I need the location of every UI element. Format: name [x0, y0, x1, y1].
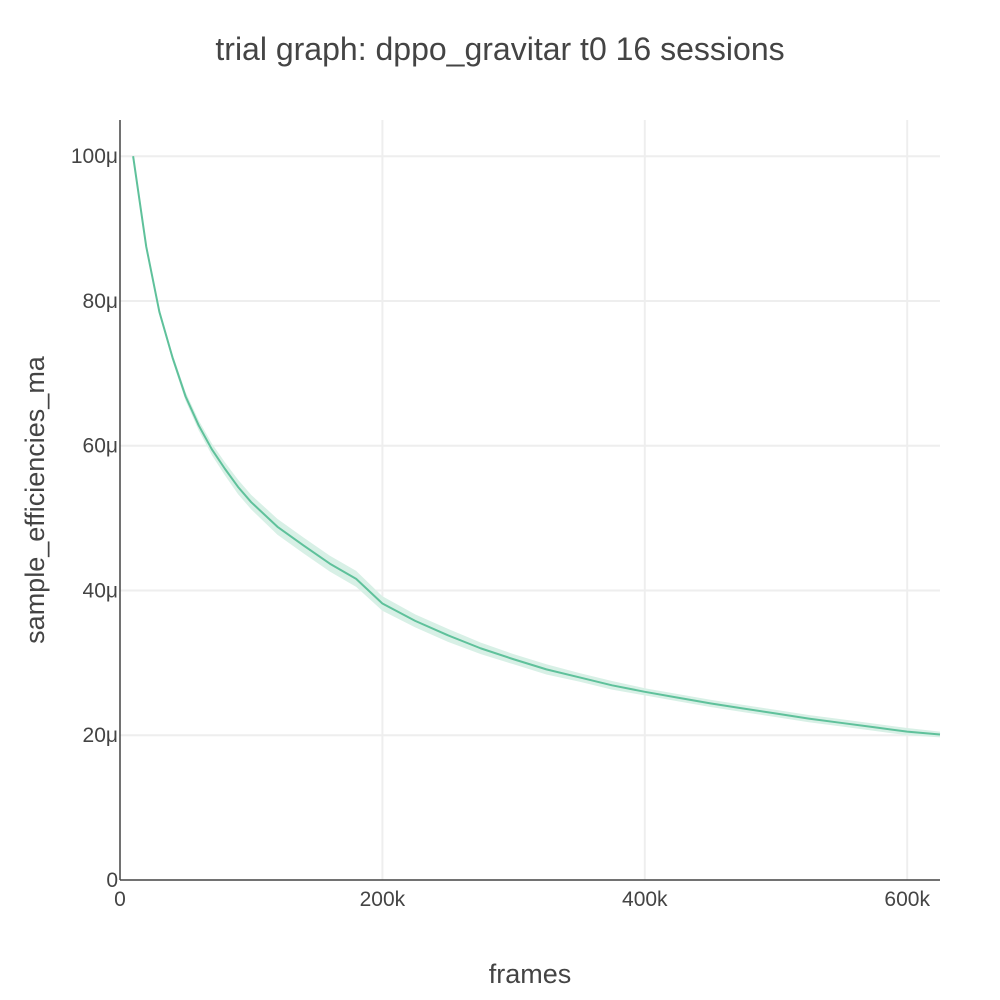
- band-layer: [133, 156, 940, 738]
- chart-title: trial graph: dppo_gravitar t0 16 session…: [215, 31, 784, 67]
- y-tick-label: 60μ: [83, 435, 118, 458]
- x-tick-label: 600k: [884, 888, 930, 911]
- x-tick-label: 0: [114, 888, 126, 911]
- y-tick-label: 40μ: [83, 579, 118, 602]
- y-tick-label: 100μ: [71, 145, 118, 168]
- y-tick-label: 0: [106, 869, 118, 892]
- x-ticks: 0 200k 400k 600k: [114, 888, 930, 911]
- grid: [120, 120, 940, 880]
- series-error-band: [133, 156, 940, 738]
- y-ticks: 0 20μ 40μ 60μ 80μ 100μ: [71, 145, 118, 892]
- y-tick-label: 80μ: [83, 290, 118, 313]
- series-line: [132, 156, 941, 736]
- axes: [119, 120, 940, 881]
- x-tick-label: 400k: [622, 888, 668, 911]
- y-axis-title: sample_efficiencies_ma: [20, 355, 50, 644]
- x-axis-title: frames: [489, 959, 572, 989]
- y-tick-label: 20μ: [83, 724, 118, 747]
- line-layer: [132, 156, 941, 736]
- x-tick-label: 200k: [360, 888, 406, 911]
